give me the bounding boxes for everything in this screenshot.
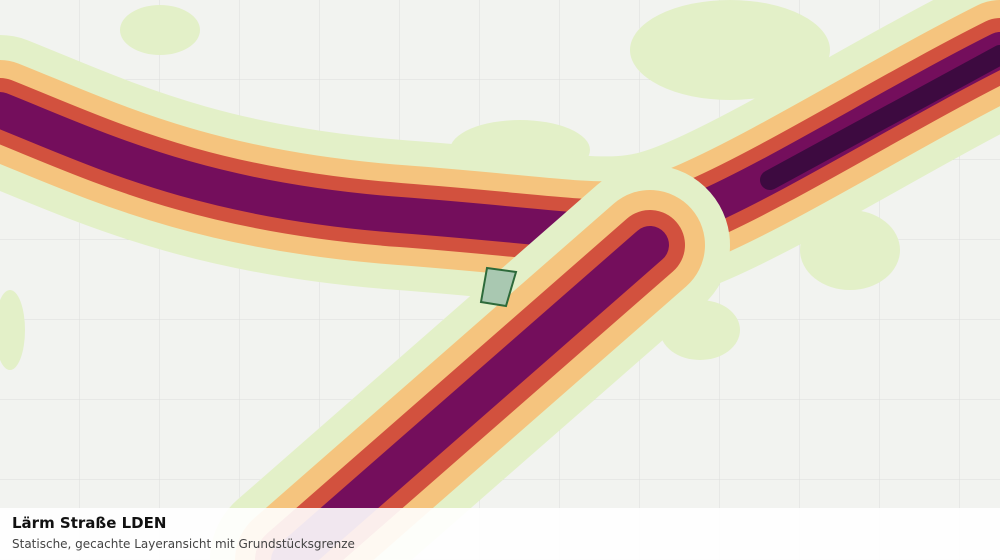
map-subtitle: Statische, gecachte Layeransicht mit Gru… [12, 537, 355, 551]
noise-road-2 [210, 165, 730, 560]
green-areas [0, 0, 900, 370]
map-title: Lärm Straße LDEN [12, 514, 167, 532]
caption: Lärm Straße LDEN Statische, gecachte Lay… [0, 508, 1000, 560]
parcel-boundary [479, 266, 518, 308]
